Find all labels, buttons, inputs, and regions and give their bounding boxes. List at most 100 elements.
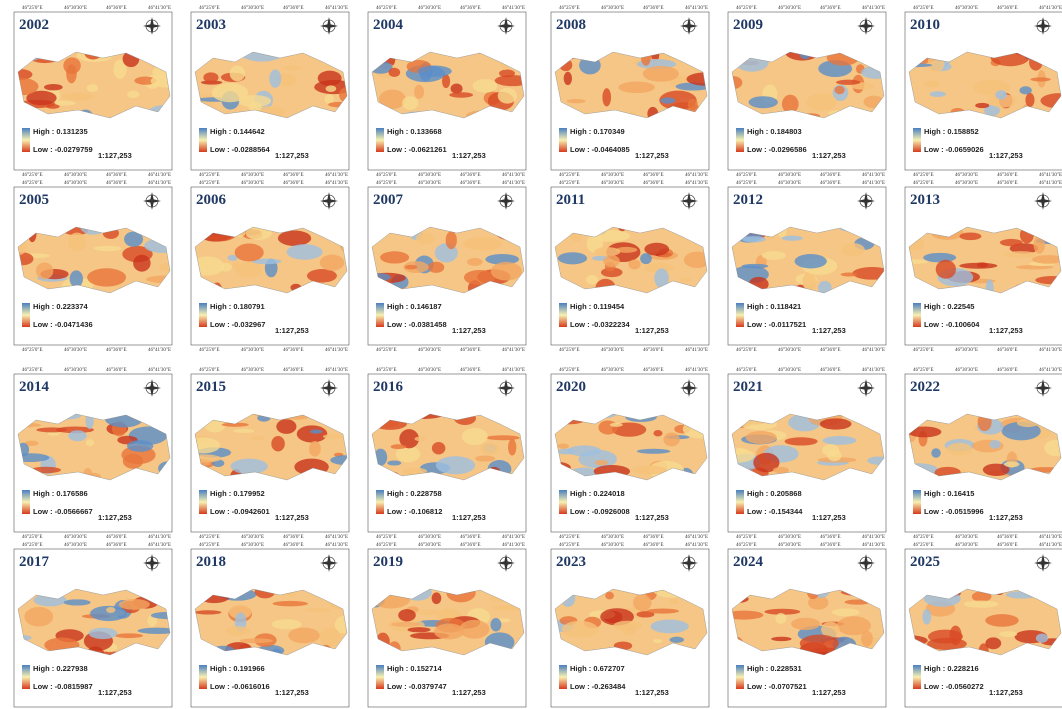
- lon-label-top: 46°30'30"E: [955, 368, 978, 373]
- lon-label-bottom: 46°25'0"E: [22, 348, 43, 353]
- lon-label-top: 46°41'30"E: [862, 543, 885, 548]
- lon-label-bottom: 46°41'30"E: [148, 535, 171, 540]
- map-panel: 46°25'0"E46°25'0"E46°30'30"E46°30'30"E46…: [551, 181, 711, 353]
- lon-label-top: 46°25'0"E: [736, 6, 757, 11]
- map-panel: 46°25'0"E46°25'0"E46°30'30"E46°30'30"E46…: [177, 368, 360, 540]
- legend-high: High : 0.144642: [210, 127, 265, 136]
- lon-label-bottom: 46°25'0"E: [22, 535, 43, 540]
- lon-label-bottom: 46°41'30"E: [325, 173, 348, 178]
- lon-label-bottom: 46°25'0"E: [199, 348, 220, 353]
- legend-ramp: [376, 303, 384, 327]
- scale-label: 1:127,253: [452, 326, 486, 335]
- legend-high: High : 0.184803: [747, 127, 802, 136]
- lon-label-bottom: 46°36'0"E: [283, 348, 304, 353]
- legend-high: High : 0.16415: [924, 489, 974, 498]
- lon-label-bottom: 46°36'0"E: [820, 173, 841, 178]
- legend-low: Low : -0.154344: [747, 507, 803, 516]
- lon-label-top: 46°25'0"E: [376, 6, 397, 11]
- lon-label-top: 46°41'30"E: [148, 6, 171, 11]
- legend-high: High : 0.133668: [387, 127, 442, 136]
- lon-label-bottom: 46°36'0"E: [997, 173, 1018, 178]
- legend-ramp: [376, 665, 384, 689]
- year-label: 2023: [556, 554, 586, 570]
- lon-label-top: 46°41'30"E: [1039, 181, 1062, 186]
- lon-label-top: 46°30'30"E: [778, 181, 801, 186]
- lon-label-top: 46°36'0"E: [283, 181, 304, 186]
- lon-label-bottom: 46°25'0"E: [199, 535, 220, 540]
- legend-ramp: [913, 128, 921, 152]
- lon-label-top: 46°36'0"E: [460, 181, 481, 186]
- lon-label-top: 46°30'30"E: [241, 181, 264, 186]
- lon-label-top: 46°30'30"E: [955, 543, 978, 548]
- lon-label-bottom: 46°30'30"E: [955, 348, 978, 353]
- scale-label: 1:127,253: [98, 513, 132, 522]
- year-label: 2004: [373, 17, 404, 33]
- lon-label-bottom: 46°30'30"E: [418, 173, 441, 178]
- lon-label-top: 46°36'0"E: [820, 6, 841, 11]
- map-panel: 46°25'0"E46°25'0"E46°30'30"E46°30'30"E46…: [892, 543, 1062, 709]
- lon-label-bottom: 46°41'30"E: [685, 348, 708, 353]
- lon-label-bottom: 46°36'0"E: [643, 348, 664, 353]
- lon-label-bottom: 46°30'30"E: [601, 348, 624, 353]
- lon-label-top: 46°25'0"E: [913, 368, 934, 373]
- lon-label-top: 46°30'30"E: [955, 6, 978, 11]
- scale-label: 1:127,253: [275, 513, 309, 522]
- scale-label: 1:127,253: [275, 151, 309, 160]
- lon-label-bottom: 46°41'30"E: [502, 535, 525, 540]
- lon-label-bottom: 46°36'0"E: [997, 535, 1018, 540]
- lon-label-bottom: 46°25'0"E: [376, 173, 397, 178]
- lon-label-bottom: 46°41'30"E: [862, 535, 885, 540]
- lon-label-top: 46°30'30"E: [64, 181, 87, 186]
- year-label: 2009: [733, 17, 763, 33]
- lon-label-bottom: 46°25'0"E: [913, 173, 934, 178]
- scale-label: 1:127,253: [98, 151, 132, 160]
- year-label: 2017: [19, 554, 50, 570]
- scale-label: 1:127,253: [275, 326, 309, 335]
- lon-label-bottom: 46°41'30"E: [502, 348, 525, 353]
- lon-label-top: 46°36'0"E: [997, 543, 1018, 548]
- lon-label-top: 46°41'30"E: [502, 181, 525, 186]
- map-panel: 46°25'0"E46°25'0"E46°30'30"E46°30'30"E46…: [723, 6, 892, 178]
- legend-ramp: [736, 303, 744, 327]
- lon-label-top: 46°41'30"E: [325, 543, 348, 548]
- lon-label-top: 46°36'0"E: [997, 181, 1018, 186]
- map-panel: 46°25'0"E46°25'0"E46°30'30"E46°30'30"E46…: [719, 368, 890, 540]
- map-panel: 46°25'0"E46°25'0"E46°30'30"E46°30'30"E46…: [723, 543, 886, 709]
- lon-label-top: 46°30'30"E: [418, 368, 441, 373]
- map-panel: 46°25'0"E46°25'0"E46°30'30"E46°30'30"E46…: [900, 181, 1062, 353]
- lon-label-bottom: 46°30'30"E: [418, 348, 441, 353]
- legend-high: High : 0.228531: [747, 664, 802, 673]
- legend-high: High : 0.118421: [747, 302, 801, 311]
- year-label: 2015: [196, 379, 226, 395]
- lon-label-bottom: 46°41'30"E: [148, 348, 171, 353]
- legend-low: Low : -0.0560272: [924, 682, 984, 691]
- legend-ramp: [736, 490, 744, 514]
- lon-label-bottom: 46°41'30"E: [685, 535, 708, 540]
- legend-low: Low : -0.0926008: [570, 507, 630, 516]
- year-label: 2024: [733, 554, 764, 570]
- lon-label-top: 46°36'0"E: [820, 368, 841, 373]
- lon-label-top: 46°25'0"E: [199, 368, 220, 373]
- legend-ramp: [199, 303, 207, 327]
- lon-label-top: 46°25'0"E: [376, 543, 397, 548]
- lon-label-bottom: 46°25'0"E: [913, 348, 934, 353]
- lon-label-top: 46°30'30"E: [241, 368, 264, 373]
- lon-label-top: 46°41'30"E: [862, 181, 885, 186]
- lon-label-bottom: 46°36'0"E: [283, 173, 304, 178]
- lon-label-bottom: 46°25'0"E: [199, 173, 220, 178]
- legend-high: High : 0.228758: [387, 489, 442, 498]
- year-label: 2006: [196, 192, 227, 208]
- lon-label-top: 46°41'30"E: [1039, 368, 1062, 373]
- lon-label-top: 46°25'0"E: [736, 543, 757, 548]
- scale-label: 1:127,253: [275, 688, 309, 697]
- legend-ramp: [199, 490, 207, 514]
- lon-label-top: 46°41'30"E: [325, 368, 348, 373]
- legend-high: High : 0.180791: [210, 302, 265, 311]
- lon-label-bottom: 46°25'0"E: [559, 535, 580, 540]
- legend-high: High : 0.224018: [570, 489, 625, 498]
- legend-low: Low : -0.0566667: [33, 507, 93, 516]
- scale-label: 1:127,253: [812, 326, 846, 335]
- lon-label-bottom: 46°30'30"E: [955, 535, 978, 540]
- lon-label-top: 46°25'0"E: [199, 181, 220, 186]
- year-label: 2012: [733, 192, 763, 208]
